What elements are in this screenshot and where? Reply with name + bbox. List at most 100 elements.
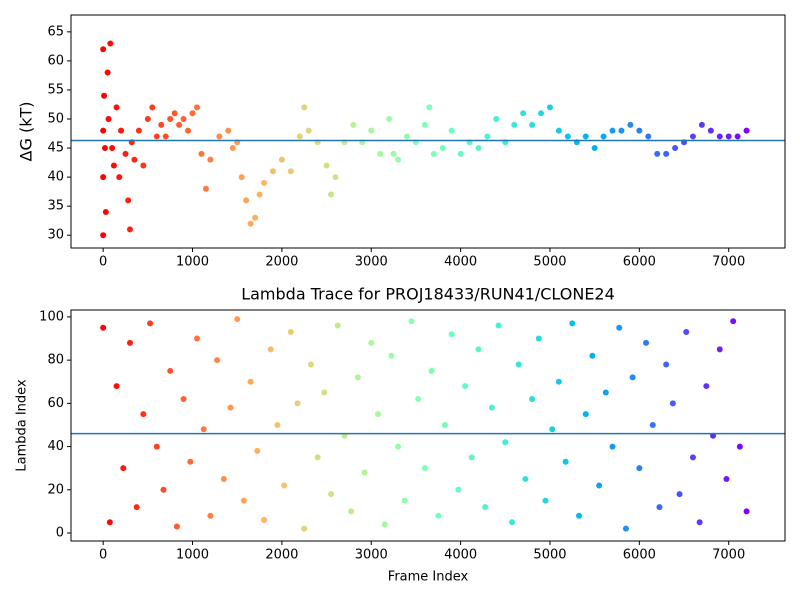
data-point xyxy=(736,443,743,450)
data-point xyxy=(698,121,705,128)
y-tick-label: 0 xyxy=(56,526,64,541)
y-tick-label: 35 xyxy=(47,199,64,214)
data-point xyxy=(576,512,583,519)
data-point xyxy=(207,512,214,519)
x-tick-label: 0 xyxy=(99,255,107,270)
data-point xyxy=(430,150,437,157)
data-point xyxy=(743,508,750,515)
data-point xyxy=(194,104,200,111)
data-point xyxy=(261,179,268,186)
data-point xyxy=(591,145,598,152)
data-point xyxy=(234,316,241,323)
data-point xyxy=(140,411,147,418)
data-point xyxy=(734,133,741,140)
data-point xyxy=(109,145,116,152)
x-tick-label: 4000 xyxy=(444,548,477,563)
data-point xyxy=(488,404,495,411)
data-point xyxy=(171,110,178,117)
data-point xyxy=(696,519,703,526)
data-point xyxy=(609,127,616,134)
x-tick-label: 1000 xyxy=(176,255,209,270)
data-point xyxy=(194,335,200,342)
data-point xyxy=(301,104,308,111)
data-point xyxy=(522,475,529,482)
data-point xyxy=(689,454,696,461)
data-point xyxy=(374,411,381,418)
data-point xyxy=(207,156,214,163)
data-point xyxy=(167,116,174,123)
data-point xyxy=(511,121,518,128)
y-axis-label: ΔG (kT) xyxy=(17,102,36,162)
data-point xyxy=(227,404,234,411)
x-tick-label: 6000 xyxy=(623,548,656,563)
data-point xyxy=(663,361,670,368)
data-point xyxy=(160,486,167,493)
data-point xyxy=(725,133,732,140)
data-point xyxy=(133,504,140,511)
data-point xyxy=(435,512,442,519)
data-point xyxy=(509,519,515,526)
data-point xyxy=(321,389,328,396)
data-point xyxy=(448,331,455,338)
data-point xyxy=(332,174,339,181)
data-point xyxy=(189,110,196,117)
x-tick-label: 0 xyxy=(99,548,107,563)
data-point xyxy=(627,121,634,128)
data-point xyxy=(415,396,422,403)
data-point xyxy=(116,174,123,181)
data-point xyxy=(455,486,462,493)
data-point xyxy=(149,104,156,111)
data-point xyxy=(131,156,138,163)
data-point xyxy=(654,150,661,157)
data-point xyxy=(723,475,730,482)
x-tick-label: 2000 xyxy=(265,255,298,270)
data-point xyxy=(225,127,232,134)
data-point xyxy=(238,174,245,181)
data-point xyxy=(689,133,696,140)
data-point xyxy=(555,378,562,385)
data-point xyxy=(484,133,491,140)
data-point xyxy=(529,121,536,128)
data-point xyxy=(101,145,108,152)
data-point xyxy=(256,191,263,198)
data-point xyxy=(538,110,545,117)
x-tick-label: 7000 xyxy=(712,548,745,563)
data-point xyxy=(113,383,120,390)
data-point xyxy=(252,214,259,221)
data-point xyxy=(589,352,596,359)
axes-frame xyxy=(70,14,786,249)
data-point xyxy=(354,374,361,381)
data-point xyxy=(229,145,236,152)
data-point xyxy=(377,150,384,157)
data-point xyxy=(102,208,109,215)
data-point xyxy=(105,116,112,123)
data-point xyxy=(216,133,223,140)
data-point xyxy=(546,104,553,111)
data-point xyxy=(475,145,482,152)
data-point xyxy=(649,421,656,428)
data-point xyxy=(173,523,180,530)
y-tick-label: 80 xyxy=(47,353,64,368)
data-point xyxy=(475,346,482,353)
data-point xyxy=(602,389,609,396)
data-point xyxy=(743,127,750,134)
data-point xyxy=(328,191,335,198)
data-point xyxy=(269,168,276,175)
data-point xyxy=(314,454,321,461)
data-point xyxy=(261,517,268,524)
data-point xyxy=(388,352,395,359)
x-axis-label: Frame Index xyxy=(388,570,469,585)
x-tick-label: 5000 xyxy=(533,255,566,270)
data-point xyxy=(582,133,589,140)
data-point xyxy=(535,335,542,342)
x-tick-label: 3000 xyxy=(355,255,388,270)
data-point xyxy=(669,400,676,407)
data-point xyxy=(600,133,607,140)
data-point xyxy=(716,346,723,353)
data-point xyxy=(220,475,227,482)
data-point xyxy=(401,497,408,504)
data-point xyxy=(113,104,120,111)
data-point xyxy=(180,396,187,403)
data-point xyxy=(126,226,133,233)
data-point xyxy=(462,383,469,390)
